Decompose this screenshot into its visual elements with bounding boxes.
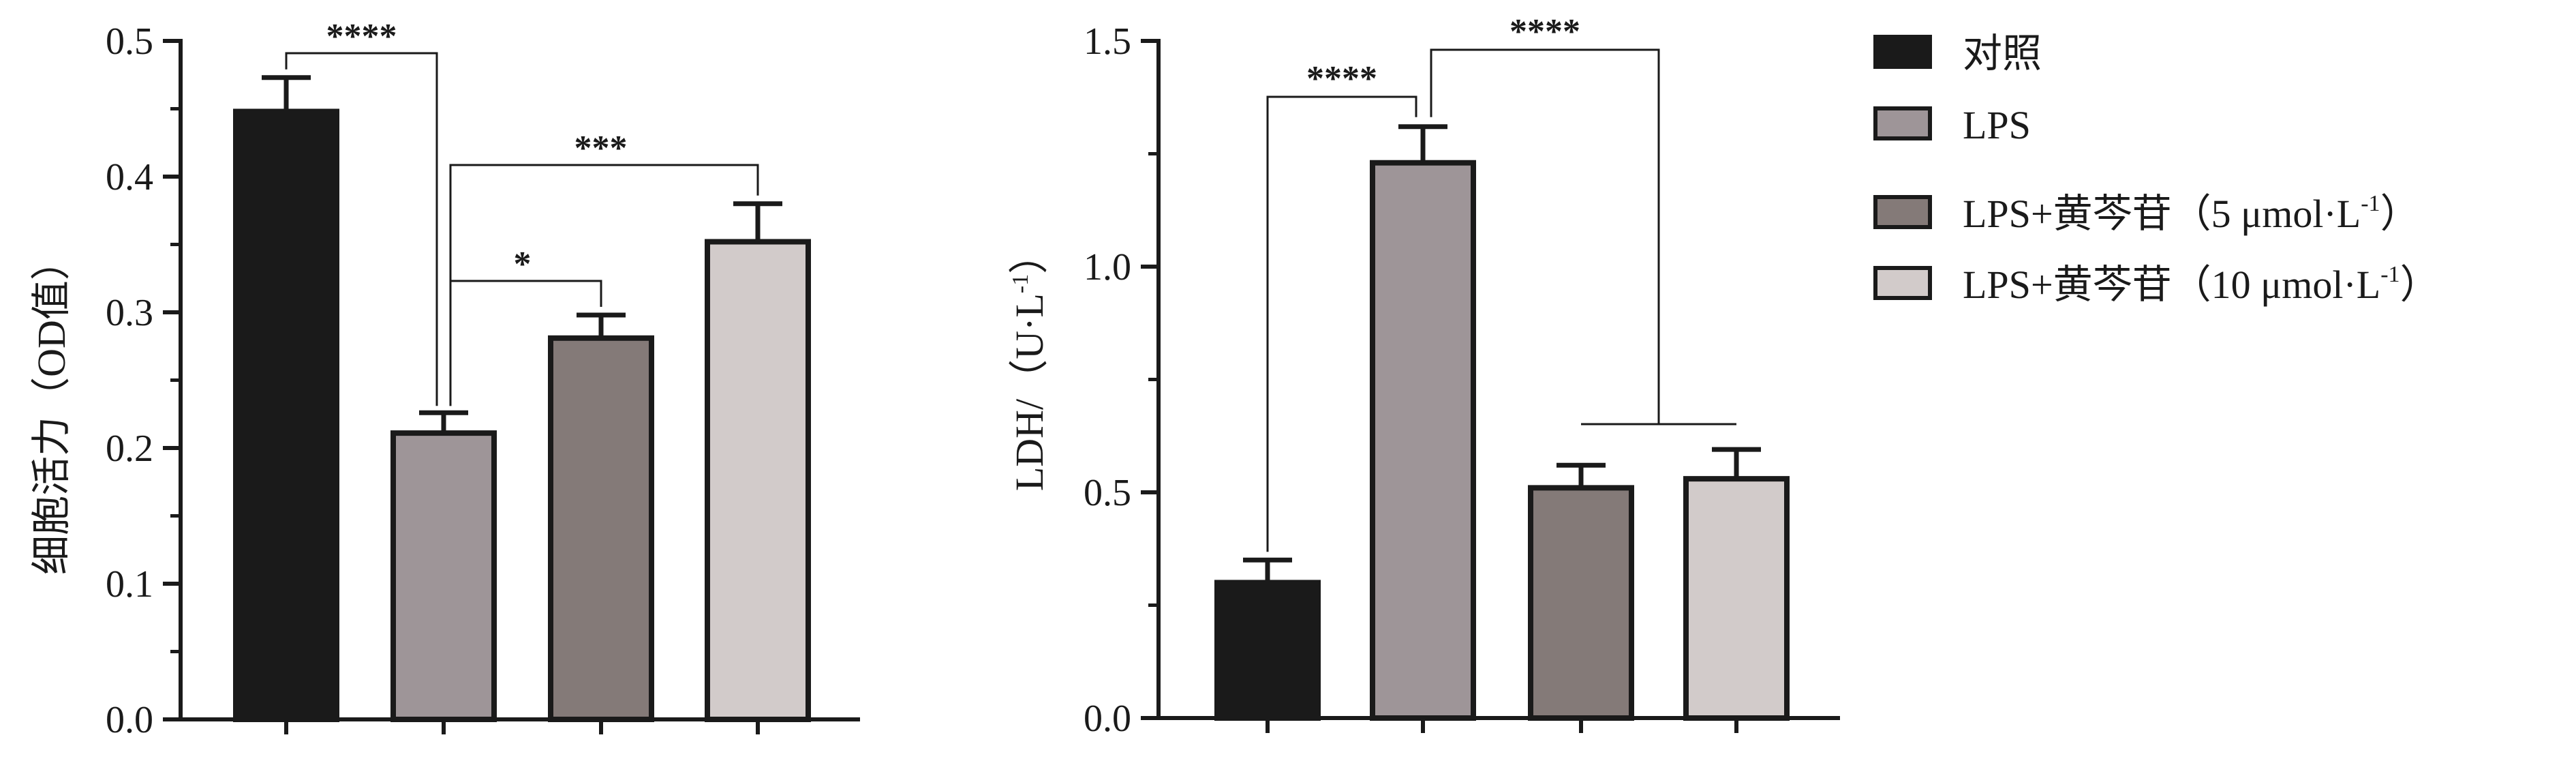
chart2-ylabel-sup: -1 [1008, 274, 1033, 293]
chart-2: 0.0 0.5 1.0 1.5 **** **** [1084, 12, 1840, 740]
chart1-bar [548, 335, 654, 722]
chart2-ytick-label: 0.0 [1084, 698, 1131, 740]
chart1-ytick-label: 0.3 [106, 292, 153, 334]
chart1-bar [233, 108, 339, 723]
chart1-significance-bracket [449, 280, 602, 406]
chart-1: 0.00.10.20.30.40.5 ******** [106, 17, 860, 741]
chart2-significance-label: **** [1509, 12, 1580, 51]
chart1-significance-label: **** [326, 17, 397, 56]
chart2-ytick-label: 0.5 [1084, 472, 1131, 514]
chart1-significance-label: *** [574, 129, 628, 168]
chart2-bar [1683, 476, 1790, 721]
legend-swatch [1873, 266, 1932, 300]
legend-label: LPS+黄芩苷（10 μmol·L-1） [1963, 262, 2440, 307]
chart2-ylabel-end: ） [1007, 235, 1052, 274]
chart1-ylabel: 细胞活力（OD值） [29, 241, 74, 575]
chart1-significance-label: * [514, 245, 532, 284]
chart1-ytick-label: 0.5 [106, 20, 153, 63]
chart2-significance-label: **** [1306, 59, 1377, 98]
chart1-significance-bracket [285, 52, 438, 406]
chart2-ylabel: LDH/（U·L-1） [1007, 235, 1052, 491]
chart2-bar [1214, 580, 1321, 721]
chart1-ytick-label: 0.0 [106, 699, 153, 741]
chart2-significance-bracket [1266, 95, 1417, 552]
chart2-bar [1370, 160, 1476, 721]
chart1-bar [705, 239, 811, 722]
chart1-bar [390, 430, 497, 722]
chart2-ylabel-main: LDH/（U·L [1007, 293, 1052, 491]
legend-label: 对照 [1963, 31, 2042, 76]
legend-label-main: 对照 [1963, 31, 2042, 76]
legend-label-main: LPS [1963, 103, 2031, 147]
chart2-bar [1528, 485, 1634, 721]
chart2-significance-bracket [1430, 48, 1660, 424]
legend-label-end: ） [2400, 263, 2440, 307]
legend-label-end: ） [2380, 192, 2420, 236]
legend-label-sup: -1 [2380, 262, 2399, 287]
legend-label-main: LPS+黄芩苷（10 μmol·L [1963, 263, 2380, 307]
legend-swatch [1873, 35, 1932, 69]
chart1-ytick-label: 0.1 [106, 563, 153, 606]
legend-label-sup: -1 [2361, 191, 2380, 216]
chart2-ytick-label: 1.5 [1084, 20, 1131, 63]
legend-label-main: LPS+黄芩苷（5 μmol·L [1963, 192, 2361, 236]
legend-swatch [1873, 106, 1932, 140]
chart1-ytick-label: 0.2 [106, 428, 153, 470]
legend-label: LPS [1963, 103, 2031, 147]
chart1-ytick-label: 0.4 [106, 156, 153, 198]
legend-swatch [1873, 195, 1932, 229]
legend-label: LPS+黄芩苷（5 μmol·L-1） [1963, 191, 2420, 236]
charts-layer: 0.00.10.20.30.40.5 ********0.00.51.01.5**… [106, 12, 1840, 741]
chart2-ytick-label: 1.0 [1084, 246, 1131, 288]
